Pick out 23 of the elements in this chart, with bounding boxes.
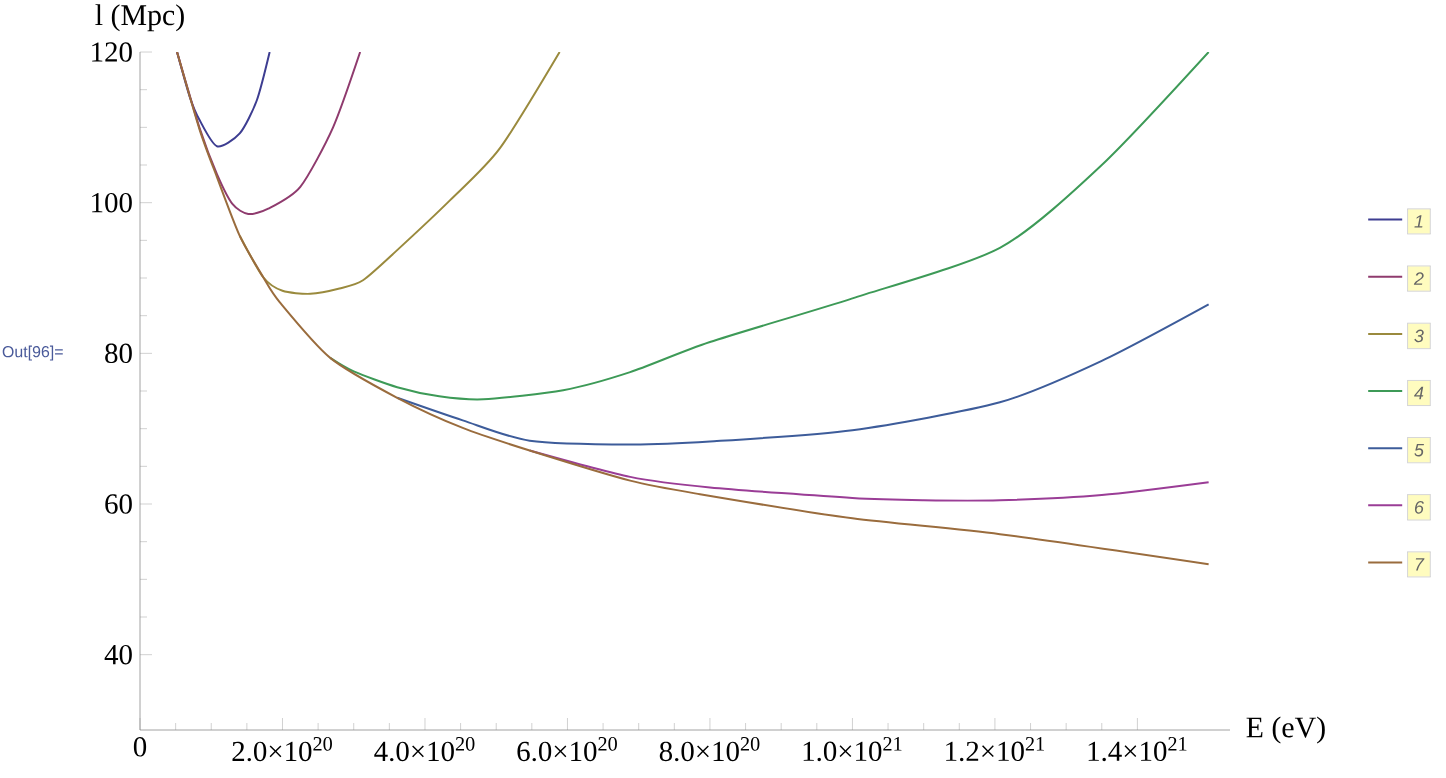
- text: 6: [1414, 500, 1424, 514]
- x-tick-label: 6.0×10$^{20}$: [517, 737, 617, 762]
- y-tick-label: 120: [92, 42, 132, 62]
- text: 2: [1413, 272, 1424, 285]
- y-axis-title: l (Mpc): [95, 4, 184, 32]
- x-tick-label: 1.4×10$^{21}$: [1088, 737, 1187, 762]
- y-tick-label: 60: [105, 494, 132, 514]
- x-tick-label: 1.0×10$^{21}$: [803, 737, 902, 762]
- text: 3: [1414, 329, 1424, 343]
- x-tick-label: 0: [133, 737, 147, 757]
- x-tick-label: 8.0×10$^{20}$: [659, 737, 760, 762]
- text: 4: [1414, 386, 1424, 400]
- y-tick-label: 40: [104, 644, 132, 665]
- text: 7: [1415, 558, 1425, 571]
- text: 1: [1414, 215, 1423, 228]
- text: 5: [1414, 443, 1424, 457]
- x-axis-title: E (eV): [1246, 716, 1325, 744]
- y-tick-label: 100: [92, 192, 132, 213]
- x-tick-label: 4.0×10$^{20}$: [374, 737, 475, 762]
- text: Out[96]=: [2, 345, 63, 361]
- x-tick-label: 2.0×10$^{20}$: [232, 737, 332, 762]
- x-tick-label: 1.2×10$^{21}$: [946, 737, 1044, 762]
- y-tick-label: 80: [105, 343, 132, 364]
